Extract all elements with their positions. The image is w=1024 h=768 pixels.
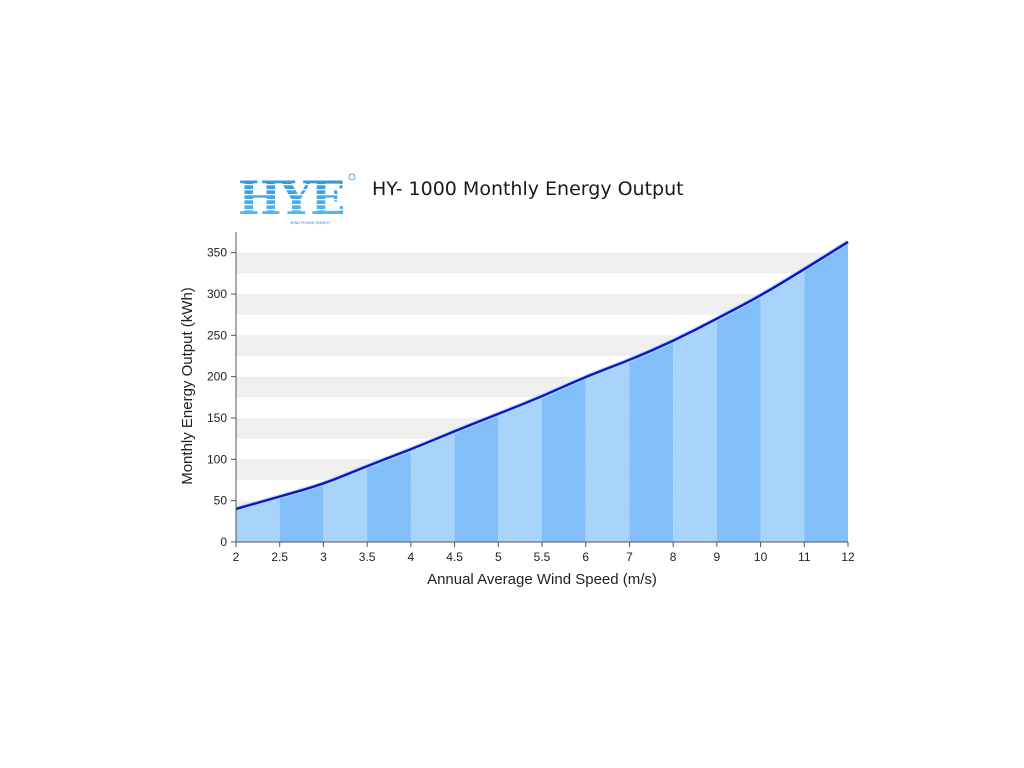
area-segment	[323, 465, 368, 542]
x-tick-label: 2	[233, 550, 240, 564]
x-tick-label: 5.5	[534, 550, 551, 564]
area-segment	[279, 484, 324, 542]
x-tick-label: 4	[408, 550, 415, 564]
x-tick-label: 3.5	[359, 550, 376, 564]
x-axis-ticks: 2 2.5 3 3.5 4 4.5 5 5.5 6 7 8 9 10 11 12	[233, 542, 855, 564]
area-segment	[367, 449, 411, 542]
area-segment	[804, 241, 848, 543]
x-axis-title: Annual Average Wind Speed (m/s)	[427, 571, 657, 588]
area-segment	[760, 269, 805, 542]
registered-mark-icon	[348, 173, 356, 181]
y-tick-label: 50	[214, 494, 228, 508]
x-tick-label: 2.5	[271, 550, 288, 564]
logo-tagline: WIND POWER ENERGY	[290, 221, 331, 225]
area-segment	[585, 360, 630, 542]
y-tick-label: 0	[220, 535, 227, 549]
x-tick-label: 3	[320, 550, 327, 564]
area-segment	[410, 431, 455, 542]
area-segment	[498, 396, 542, 542]
y-tick-label: 250	[207, 328, 227, 342]
area-segments	[236, 241, 848, 543]
area-segment	[542, 376, 586, 542]
y-tick-label: 150	[207, 411, 227, 425]
y-tick-label: 200	[207, 370, 227, 384]
x-tick-label: 7	[626, 550, 633, 564]
logo-wordmark: HYE	[238, 172, 343, 225]
x-tick-label: 6	[582, 550, 589, 564]
chart-title: HY- 1000 Monthly Energy Output	[372, 178, 684, 200]
x-tick-label: 4.5	[446, 550, 463, 564]
y-tick-label: 100	[207, 452, 227, 466]
x-tick-label: 9	[714, 550, 721, 564]
grid-band	[236, 294, 848, 315]
hye-logo: HYE WIND POWER ENERGY	[236, 172, 358, 225]
series-line	[235, 240, 849, 511]
y-axis-ticks: 0 50 100 150 200 250 300 350	[207, 246, 236, 549]
x-tick-label: 12	[841, 550, 855, 564]
y-tick-label: 350	[207, 246, 227, 260]
area-segment	[629, 341, 674, 542]
x-tick-label: 5	[495, 550, 502, 564]
area-segment	[673, 318, 717, 542]
x-tick-label: 8	[670, 550, 677, 564]
x-tick-label: 11	[798, 550, 811, 564]
y-tick-label: 300	[207, 287, 227, 301]
x-tick-label: 10	[754, 550, 768, 564]
series-layer	[235, 239, 850, 512]
y-axis-title: Monthly Energy Output (kWh)	[179, 287, 196, 485]
area-segment	[716, 295, 761, 542]
area-segment	[454, 413, 499, 542]
grid-band	[236, 252, 848, 274]
